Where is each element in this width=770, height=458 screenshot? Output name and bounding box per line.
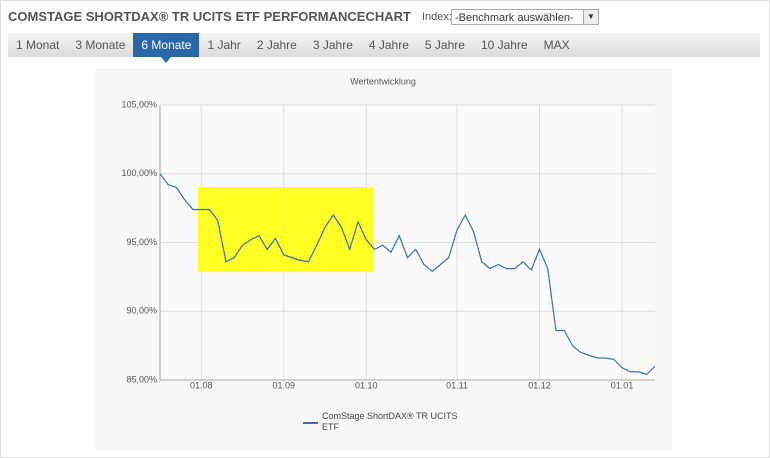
tab[interactable]: 4 Jahre [368, 38, 409, 52]
legend-label: ComStage ShortDAX® TR UCITS ETF [322, 411, 458, 432]
x-tick-label: 01.12 [528, 380, 551, 390]
tab[interactable]: 5 Jahre [424, 38, 465, 52]
x-tick-label: 01.08 [190, 380, 213, 390]
y-tick-label: 100,00% [121, 168, 157, 178]
tab[interactable]: 1 Jahr [207, 38, 241, 52]
tab[interactable]: 6 Monate [133, 33, 200, 63]
tab[interactable]: 2 Jahre [256, 38, 297, 52]
x-tick-label: 01.10 [355, 380, 378, 390]
page-title: COMSTAGE SHORTDAX® TR UCITS ETF PERFORMA… [8, 9, 411, 24]
index-label: Index: [422, 11, 452, 23]
chart-title: Wertentwicklung [350, 76, 416, 86]
series-line [159, 173, 656, 376]
highlight [198, 187, 373, 272]
tab[interactable]: 1 Monat [16, 38, 60, 52]
x-tick-label: 01.01 [611, 380, 634, 390]
select-arrow[interactable]: ▼ [583, 10, 598, 24]
x-tick-label: 01.09 [272, 380, 295, 390]
y-tick-label: 90,00% [126, 306, 157, 316]
tab[interactable]: 3 Monate [75, 38, 126, 52]
tab[interactable]: 10 Jahre [480, 38, 528, 52]
y-tick-label: 85,00% [126, 374, 157, 384]
tab[interactable]: 3 Jahre [312, 38, 353, 52]
benchmark-select[interactable]: -Benchmark auswählen- ▼ [451, 9, 599, 25]
select-value: -Benchmark auswählen- [455, 12, 574, 24]
y-tick-label: 95,00% [126, 237, 157, 247]
y-tick-label: 105,00% [121, 99, 157, 109]
tab[interactable]: MAX [543, 38, 570, 52]
tab-bar: 1 Monat 3 Monate 6 Monate 1 Jahr 2 Jahre 3 Ja… [8, 33, 760, 63]
x-tick-label: 01.11 [446, 380, 468, 390]
